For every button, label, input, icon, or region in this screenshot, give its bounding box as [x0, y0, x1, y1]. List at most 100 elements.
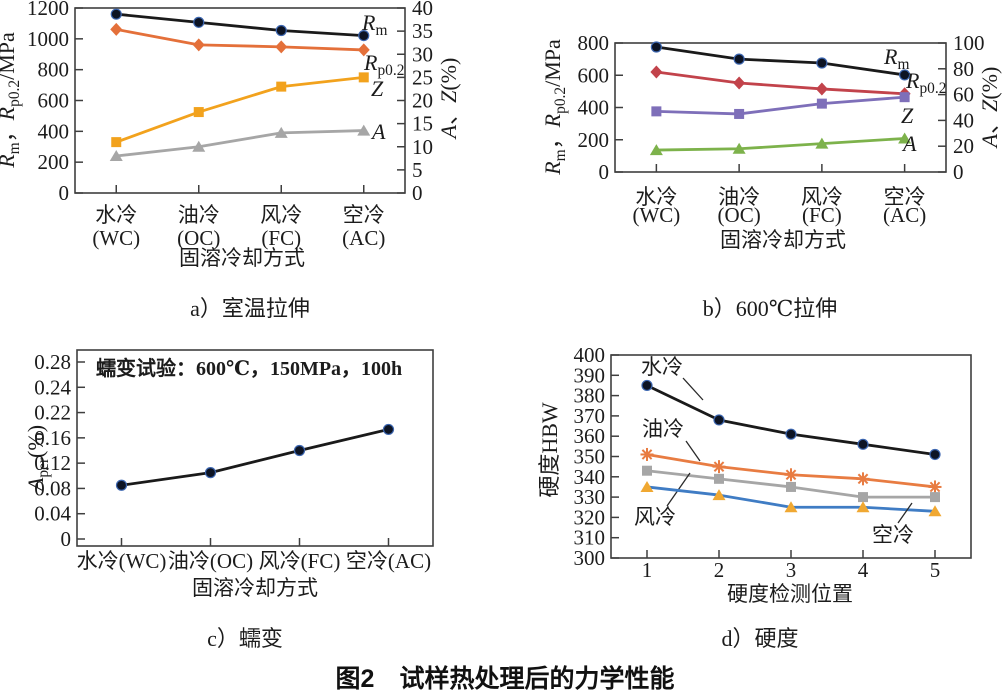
triangle-marker	[732, 142, 746, 154]
y-tick-label: 400	[38, 119, 70, 143]
y-tick-label: 200	[578, 128, 610, 152]
x-axis-title: 固溶冷却方式	[179, 246, 305, 270]
asterisk-marker	[857, 473, 869, 485]
x-tick-label: (WC)	[92, 226, 140, 250]
y-tick-label: 0.08	[34, 476, 71, 500]
y2-tick-label: 5	[412, 158, 423, 182]
diamond-marker	[275, 40, 288, 54]
circle-marker	[204, 467, 217, 479]
x-tick-label: (WC)	[632, 203, 680, 227]
series-label-风冷: 风冷	[634, 505, 676, 529]
series-line-Rp0.2	[656, 70, 905, 96]
diamond-marker	[357, 43, 370, 57]
triangle-marker	[712, 489, 726, 501]
y-tick-label: 380	[574, 384, 606, 408]
x-tick-label: 水冷(WC)	[77, 549, 167, 573]
series-label-Rm: Rm	[883, 44, 909, 73]
figure-title: 图2 试样热处理后的力学性能	[335, 665, 675, 693]
x-tick-label: 水冷	[635, 185, 677, 209]
square-marker	[276, 81, 287, 92]
square-marker	[642, 465, 652, 476]
caption-chart-c: c）蠕变	[207, 626, 283, 651]
y-tick-label: 0.22	[34, 401, 71, 425]
x-tick-label: 空冷(AC)	[346, 549, 431, 573]
series-label-A: A	[901, 131, 917, 156]
x-tick-label: 风冷	[801, 185, 843, 209]
triangle-marker	[274, 126, 288, 138]
triangle-marker	[192, 140, 206, 152]
x-tick-label: (AC)	[883, 203, 926, 227]
y-tick-label: 400	[578, 96, 610, 120]
y-tick-label: 0	[61, 527, 72, 551]
y-tick-label: 0.24	[34, 375, 71, 399]
y-tick-label: 800	[578, 31, 610, 55]
diamond-marker	[110, 22, 123, 36]
asterisk-marker	[785, 469, 797, 481]
triangle-marker	[784, 501, 798, 513]
y-tick-label: 0.28	[34, 350, 71, 374]
asterisk-marker	[641, 449, 653, 460]
y2-tick-label: 0	[412, 181, 423, 205]
y-tick-label: 360	[574, 424, 606, 448]
triangle-marker	[109, 150, 123, 161]
diamond-marker	[815, 82, 828, 96]
x-axis-title: 固溶冷却方式	[192, 576, 318, 600]
diamond-marker	[733, 76, 746, 90]
series-line-Z	[115, 75, 364, 144]
y2-tick-label: 25	[412, 65, 433, 89]
caption-chart-a: a）室温拉伸	[190, 296, 310, 321]
circle-marker	[713, 414, 725, 426]
y2-tick-label: 20	[953, 134, 974, 158]
circle-marker	[293, 444, 306, 457]
series-line-Rm	[656, 45, 905, 77]
circle-marker	[193, 16, 205, 28]
series-line-A	[656, 137, 905, 152]
x-tick-label: 5	[930, 558, 941, 582]
y-tick-label: 200	[38, 150, 70, 174]
y-tick-label: 310	[574, 526, 606, 550]
diamond-marker	[650, 65, 663, 79]
x-tick-label: 风冷(FC)	[259, 549, 341, 573]
series-label-水冷: 水冷	[641, 355, 683, 379]
y2-tick-label: 15	[412, 112, 433, 136]
y-tick-label: 300	[574, 546, 606, 570]
y-tick-label: 0	[59, 181, 70, 205]
asterisk-marker	[929, 481, 941, 493]
y-tick-label: 1000	[27, 27, 69, 51]
y2-tick-label: 10	[412, 135, 433, 159]
creep-test-annotation: 蠕变试验：600℃，150MPa，100h	[96, 356, 402, 380]
series-line-Rp0.2	[115, 28, 364, 52]
series-label-Rp0.2: Rp0.2	[363, 50, 404, 79]
series-label-空冷: 空冷	[872, 523, 914, 547]
x-tick-label: 风冷	[260, 203, 302, 227]
chart-b: 0200400600800020406080100Rm，Rp0.2/MPaA、Z…	[540, 31, 1002, 252]
circle-marker	[857, 438, 869, 450]
y-tick-label: 800	[38, 58, 70, 82]
series-line-A	[116, 129, 364, 158]
y-axis-label: Rm，Rp0.2/MPa	[540, 39, 569, 176]
square-marker	[714, 473, 724, 484]
square-marker	[651, 106, 662, 117]
x-tick-label: (OC)	[718, 203, 761, 227]
y2-tick-label: 40	[953, 108, 974, 132]
circle-marker	[733, 53, 745, 65]
series-label-A: A	[370, 119, 386, 144]
y-tick-label: 320	[574, 505, 606, 529]
x-tick-label: 空冷	[884, 185, 926, 209]
x-axis-title: 固溶冷却方式	[720, 228, 846, 252]
x-tick-label: 4	[858, 558, 869, 582]
y-tick-label: 0.16	[34, 426, 71, 450]
square-marker	[358, 72, 369, 83]
series-label-油冷: 油冷	[642, 417, 684, 441]
triangle-marker	[649, 144, 663, 156]
circle-marker	[641, 379, 653, 392]
x-tick-label: (OC)	[177, 226, 220, 250]
y-tick-label: 0.04	[34, 502, 71, 526]
y2-tick-label: 60	[953, 83, 974, 107]
series-line-水冷	[646, 384, 936, 456]
plot-frame	[76, 349, 434, 547]
x-tick-label: 2	[714, 558, 725, 582]
y-tick-label: 400	[574, 343, 606, 367]
y2-axis-label: A、Z(%)	[436, 58, 461, 141]
